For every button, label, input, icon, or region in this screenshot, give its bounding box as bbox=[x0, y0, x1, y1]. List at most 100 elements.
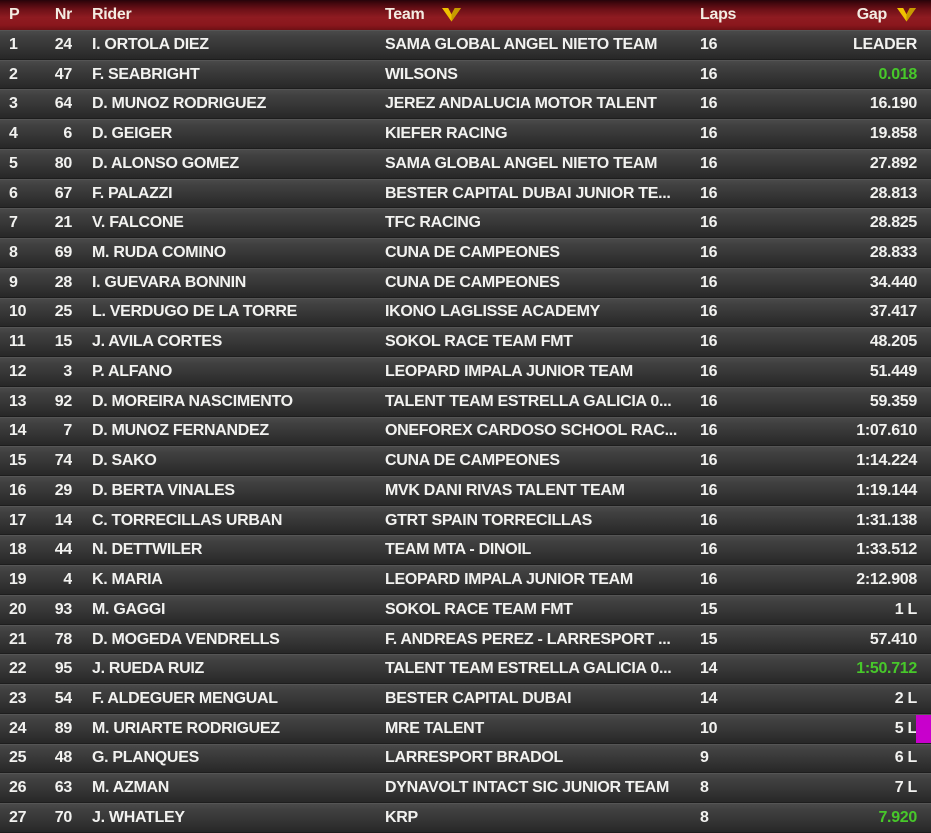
rider-name-cell: M. URIARTE RODRIGUEZ bbox=[92, 719, 280, 737]
table-row: 1 24 I. ORTOLA DIEZ SAMA GLOBAL ANGEL NI… bbox=[0, 30, 931, 60]
column-header-number[interactable]: Nr bbox=[54, 6, 72, 23]
table-row: 3 64 D. MUNOZ RODRIGUEZ JEREZ ANDALUCIA … bbox=[0, 89, 931, 120]
team-cell: BESTER CAPITAL DUBAI JUNIOR TE... bbox=[385, 184, 671, 202]
column-header-rider[interactable]: Rider bbox=[92, 6, 132, 23]
gap-cell: 59.359 bbox=[869, 392, 917, 410]
rider-name-cell: D. SAKO bbox=[92, 452, 157, 470]
column-header-gap[interactable]: Gap bbox=[788, 6, 931, 24]
rider-name-cell: V. FALCONE bbox=[92, 214, 184, 232]
rider-name-cell: J. RUEDA RUIZ bbox=[92, 660, 204, 678]
rider-number-cell: 6 bbox=[63, 125, 72, 143]
team-cell: SOKOL RACE TEAM FMT bbox=[385, 333, 573, 351]
rider-name-cell: M. RUDA COMINO bbox=[92, 244, 226, 261]
position-cell: 25 bbox=[9, 749, 27, 767]
rider-number-cell: 4 bbox=[63, 571, 72, 589]
team-cell: TFC RACING bbox=[385, 214, 481, 232]
rider-name-cell: D. BERTA VINALES bbox=[92, 481, 235, 499]
rider-number-cell: 63 bbox=[54, 779, 72, 797]
table-row: 21 78 D. MOGEDA VENDRELLS F. ANDREAS PER… bbox=[0, 624, 931, 655]
rider-number-cell: 48 bbox=[54, 749, 72, 767]
rider-name-cell: F. ALDEGUER MENGUAL bbox=[92, 690, 278, 708]
table-row: 24 89 M. URIARTE RODRIGUEZ MRE TALENT 10… bbox=[0, 713, 931, 744]
table-row: 11 15 J. AVILA CORTES SOKOL RACE TEAM FM… bbox=[0, 327, 931, 358]
column-header-laps[interactable]: Laps bbox=[700, 6, 737, 23]
team-cell: MVK DANI RIVAS TALENT TEAM bbox=[385, 481, 625, 499]
rider-number-cell: 3 bbox=[63, 362, 72, 380]
rider-number-cell: 24 bbox=[54, 35, 72, 53]
position-cell: 20 bbox=[9, 600, 27, 618]
position-cell: 19 bbox=[9, 571, 27, 589]
table-row: 4 6 D. GEIGER KIEFER RACING 16 19.858 bbox=[0, 119, 931, 149]
rider-number-cell: 95 bbox=[54, 660, 72, 678]
lap-marker bbox=[916, 714, 931, 743]
gap-cell: 1:14.224 bbox=[856, 452, 917, 470]
position-cell: 14 bbox=[9, 422, 27, 440]
position-cell: 27 bbox=[9, 808, 27, 826]
gap-cell: 6 L bbox=[894, 749, 918, 767]
team-cell: SAMA GLOBAL ANGEL NIETO TEAM bbox=[385, 154, 658, 172]
position-cell: 17 bbox=[9, 511, 27, 529]
position-cell: 8 bbox=[9, 244, 18, 261]
rider-name-cell: I. GUEVARA BONNIN bbox=[92, 273, 247, 291]
table-row: 8 69 M. RUDA COMINO CUNA DE CAMPEONES 16… bbox=[0, 238, 931, 268]
table-row: 7 21 V. FALCONE TFC RACING 16 28.825 bbox=[0, 208, 931, 239]
laps-cell: 16 bbox=[700, 511, 718, 529]
rider-number-cell: 92 bbox=[54, 392, 72, 410]
column-header-position[interactable]: P bbox=[9, 6, 20, 23]
position-cell: 13 bbox=[9, 392, 27, 410]
gap-cell: 7 L bbox=[894, 779, 918, 797]
rider-name-cell: F. SEABRIGHT bbox=[92, 65, 200, 83]
laps-cell: 16 bbox=[700, 95, 718, 113]
position-cell: 23 bbox=[9, 690, 27, 708]
laps-cell: 14 bbox=[700, 660, 718, 678]
laps-cell: 16 bbox=[700, 184, 718, 202]
laps-cell: 15 bbox=[700, 630, 718, 648]
team-cell: GTRT SPAIN TORRECILLAS bbox=[385, 511, 593, 529]
gap-cell: 19.858 bbox=[869, 125, 917, 143]
team-cell: CUNA DE CAMPEONES bbox=[385, 244, 560, 261]
table-row: 12 3 P. ALFANO LEOPARD IMPALA JUNIOR TEA… bbox=[0, 357, 931, 387]
gap-cell: 16.190 bbox=[869, 95, 917, 113]
laps-cell: 16 bbox=[700, 214, 718, 232]
rider-number-cell: 25 bbox=[54, 303, 72, 321]
gap-cell: 0.018 bbox=[878, 65, 917, 83]
gap-cell: 27.892 bbox=[869, 154, 917, 172]
gap-cell: 1 L bbox=[894, 600, 918, 618]
laps-cell: 16 bbox=[700, 65, 718, 83]
team-sort-desc-icon[interactable] bbox=[441, 8, 462, 22]
gap-sort-desc-icon[interactable] bbox=[896, 8, 917, 22]
rider-name-cell: C. TORRECILLAS URBAN bbox=[92, 511, 283, 529]
rider-name-cell: J. WHATLEY bbox=[92, 808, 185, 826]
column-header-gap-label: Gap bbox=[856, 6, 888, 23]
table-row: 6 67 F. PALAZZI BESTER CAPITAL DUBAI JUN… bbox=[0, 178, 931, 209]
laps-cell: 16 bbox=[700, 362, 718, 380]
rider-number-cell: 64 bbox=[54, 95, 72, 113]
table-row: 14 7 D. MUNOZ FERNANDEZ ONEFOREX CARDOSO… bbox=[0, 416, 931, 447]
position-cell: 16 bbox=[9, 481, 27, 499]
rider-number-cell: 78 bbox=[54, 630, 72, 648]
laps-cell: 16 bbox=[700, 303, 718, 321]
team-cell: IKONO LAGLISSE ACADEMY bbox=[385, 303, 601, 321]
rider-name-cell: D. MUNOZ FERNANDEZ bbox=[92, 422, 269, 440]
laps-cell: 16 bbox=[700, 35, 718, 53]
results-table-header: P Nr Rider Team Laps Gap bbox=[0, 0, 931, 30]
rider-name-cell: M. GAGGI bbox=[92, 600, 166, 618]
team-cell: LEOPARD IMPALA JUNIOR TEAM bbox=[385, 571, 633, 589]
rider-name-cell: D. GEIGER bbox=[92, 125, 172, 143]
gap-cell: 48.205 bbox=[869, 333, 917, 351]
position-cell: 21 bbox=[9, 630, 27, 648]
position-cell: 15 bbox=[9, 452, 27, 470]
table-row: 17 14 C. TORRECILLAS URBAN GTRT SPAIN TO… bbox=[0, 505, 931, 536]
rider-number-cell: 15 bbox=[54, 333, 72, 351]
laps-cell: 10 bbox=[700, 719, 718, 737]
laps-cell: 16 bbox=[700, 125, 718, 143]
gap-cell: 28.833 bbox=[869, 244, 917, 261]
rider-name-cell: N. DETTWILER bbox=[92, 541, 203, 559]
table-row: 13 92 D. MOREIRA NASCIMENTO TALENT TEAM … bbox=[0, 386, 931, 417]
rider-name-cell: J. AVILA CORTES bbox=[92, 333, 223, 351]
gap-cell: 1:33.512 bbox=[856, 541, 917, 559]
rider-number-cell: 7 bbox=[63, 422, 72, 440]
laps-cell: 16 bbox=[700, 452, 718, 470]
column-header-team[interactable]: Team bbox=[385, 6, 698, 24]
rider-number-cell: 69 bbox=[54, 244, 72, 261]
